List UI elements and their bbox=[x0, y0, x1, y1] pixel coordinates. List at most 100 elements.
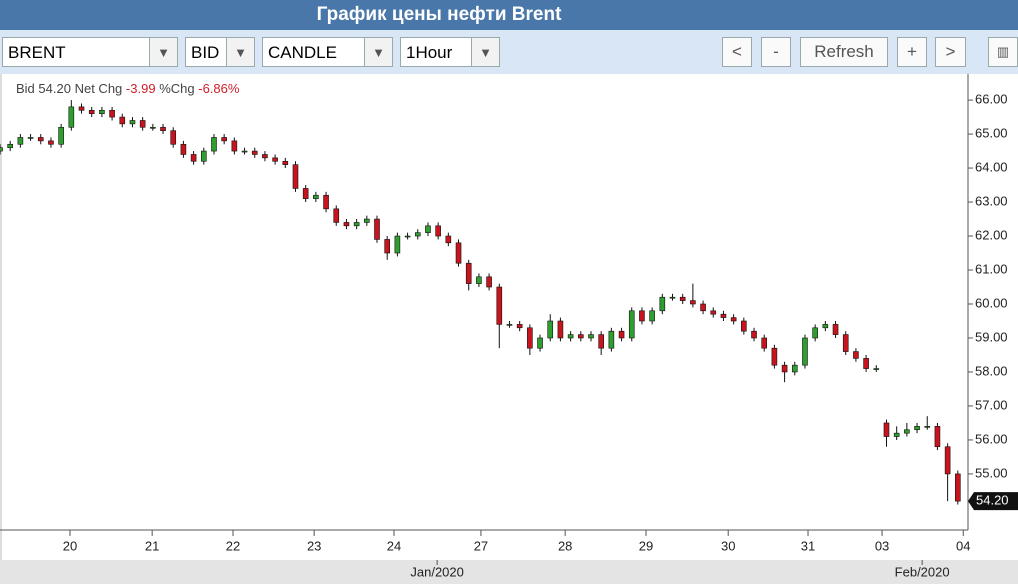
candle-body bbox=[832, 324, 839, 335]
price-tag bbox=[968, 492, 1018, 511]
y-tick-label: 58.00 bbox=[975, 363, 1008, 378]
candle-body bbox=[476, 276, 482, 284]
candle-body bbox=[567, 334, 574, 339]
candle-body bbox=[598, 334, 604, 349]
candle-body bbox=[893, 432, 900, 437]
candle-body bbox=[618, 330, 625, 339]
x-tick-label: 24 bbox=[387, 538, 401, 553]
select-text: CANDLE bbox=[268, 43, 337, 62]
bid-label: Bid bbox=[16, 81, 35, 96]
zoom-in-button[interactable]: + bbox=[897, 37, 927, 67]
candle-body bbox=[914, 426, 920, 431]
candle-body bbox=[200, 150, 207, 162]
pct-chg-label: %Chg bbox=[159, 81, 194, 96]
candle-body bbox=[343, 222, 350, 227]
symbol-select[interactable]: BRENT ▼ bbox=[2, 37, 178, 67]
candle-body bbox=[791, 364, 798, 373]
y-tick-label: 62.00 bbox=[975, 227, 1008, 242]
dropdown-arrow[interactable]: ▼ bbox=[471, 38, 499, 66]
bid-value: 54.20 bbox=[38, 81, 71, 96]
candle-body bbox=[231, 140, 238, 152]
candle-body bbox=[211, 137, 217, 152]
candle-body bbox=[160, 126, 166, 131]
x-tick-label: 27 bbox=[474, 538, 488, 553]
candle-body bbox=[251, 150, 258, 155]
candle-body bbox=[577, 334, 584, 339]
candle-body bbox=[608, 330, 615, 349]
settings-button[interactable]: ▥ bbox=[988, 37, 1018, 67]
candle-body bbox=[741, 320, 747, 332]
candle-body bbox=[68, 106, 75, 128]
prev-button[interactable]: < bbox=[722, 37, 752, 67]
candle-body bbox=[99, 109, 105, 114]
candle-body bbox=[394, 235, 401, 254]
candle-body bbox=[333, 208, 340, 223]
candle-body bbox=[934, 426, 941, 448]
candle-body bbox=[129, 120, 136, 125]
x-tick-label: 22 bbox=[226, 538, 240, 553]
summary: Bid 54.20 Net Chg -3.99 %Chg -6.86% bbox=[16, 81, 240, 96]
candle-body bbox=[822, 324, 829, 329]
candle-body bbox=[486, 276, 492, 288]
y-tick-label: 57.00 bbox=[975, 397, 1008, 412]
dropdown-arrow[interactable]: ▼ bbox=[149, 38, 177, 66]
candle-body bbox=[119, 116, 126, 125]
candle-body bbox=[873, 368, 880, 370]
candle-body bbox=[537, 337, 543, 349]
candle-body bbox=[27, 137, 34, 139]
candle-body bbox=[659, 296, 666, 312]
x-tick-label: 21 bbox=[145, 538, 159, 553]
toolbar: BRENT ▼ BID ▼ CANDLE ▼ 1Hour ▼ < - Refresh +… bbox=[0, 30, 1018, 74]
next-button[interactable]: > bbox=[935, 37, 966, 67]
x-tick-label: 23 bbox=[307, 538, 321, 553]
x-tick-label: 30 bbox=[721, 538, 735, 553]
candle-body bbox=[761, 337, 768, 349]
candle-body bbox=[282, 160, 289, 165]
dropdown-arrow[interactable]: ▼ bbox=[226, 38, 254, 66]
y-tick-label: 59.00 bbox=[975, 329, 1008, 344]
candle-body bbox=[802, 337, 808, 366]
candle-body bbox=[404, 235, 411, 238]
x-tick-label: 04 bbox=[956, 538, 970, 553]
candle-body bbox=[37, 137, 44, 142]
candle-body bbox=[78, 106, 85, 111]
candle-body bbox=[720, 313, 727, 318]
candle-body bbox=[771, 347, 778, 366]
zoom-out-button[interactable]: - bbox=[761, 37, 791, 67]
candle-body bbox=[465, 262, 472, 284]
candle-body bbox=[425, 225, 431, 233]
chart-type-select[interactable]: CANDLE ▼ bbox=[262, 37, 393, 67]
x-tick-label: 20 bbox=[63, 538, 77, 553]
y-tick-label: 55.00 bbox=[975, 465, 1008, 480]
candle-body bbox=[221, 137, 227, 142]
y-tick-label: 56.00 bbox=[975, 431, 1008, 446]
price-select[interactable]: BID ▼ bbox=[185, 37, 255, 67]
candle-body bbox=[557, 320, 564, 339]
candle-body bbox=[853, 351, 859, 359]
candle-body bbox=[781, 364, 788, 373]
candle-body bbox=[547, 320, 554, 339]
candle-body bbox=[353, 222, 360, 227]
y-tick-label: 61.00 bbox=[975, 261, 1008, 276]
candle-body bbox=[690, 300, 696, 305]
candle-body bbox=[323, 194, 329, 210]
dropdown-arrow[interactable]: ▼ bbox=[364, 38, 392, 66]
y-tick-label: 66.00 bbox=[975, 92, 1008, 107]
candle-body bbox=[272, 157, 278, 162]
y-tick-label: 63.00 bbox=[975, 193, 1008, 208]
candle-body bbox=[58, 126, 64, 145]
candle-body bbox=[170, 130, 177, 145]
candle-body bbox=[364, 218, 370, 223]
candle-body bbox=[241, 150, 248, 153]
candle-body bbox=[88, 109, 95, 114]
candle-body bbox=[944, 446, 951, 475]
candle-body bbox=[628, 310, 635, 339]
candle-body bbox=[904, 429, 910, 434]
refresh-button[interactable]: Refresh bbox=[800, 37, 888, 67]
candle-body bbox=[292, 164, 299, 189]
candle-body bbox=[924, 426, 931, 428]
candle-body bbox=[863, 358, 869, 369]
candle-body bbox=[496, 286, 503, 325]
interval-select[interactable]: 1Hour ▼ bbox=[400, 37, 500, 67]
candle-body bbox=[17, 137, 24, 145]
